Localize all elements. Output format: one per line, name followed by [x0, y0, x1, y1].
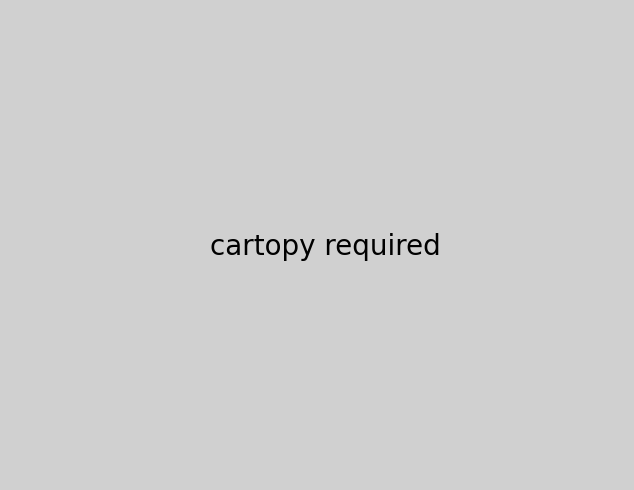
Text: cartopy required: cartopy required	[210, 233, 440, 262]
